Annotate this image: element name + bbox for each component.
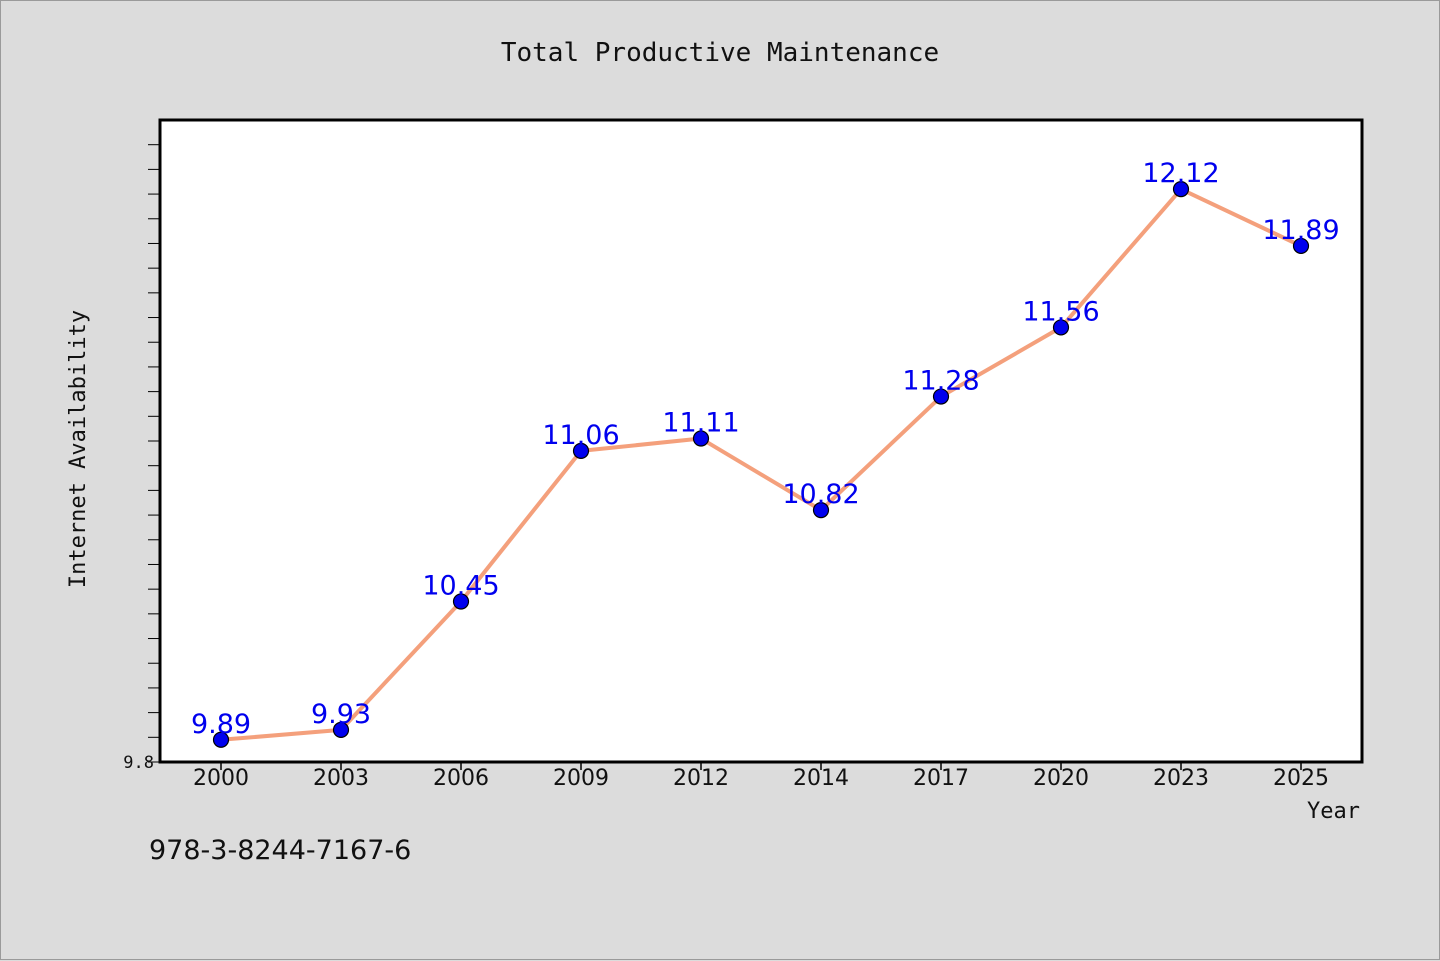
data-point-label: 10.45 — [422, 571, 499, 602]
data-point-marker — [812, 502, 830, 519]
data-point-marker — [1292, 237, 1310, 255]
x-axis-label: Year — [1307, 799, 1360, 824]
data-point-label: 11.11 — [662, 408, 739, 439]
x-tick-label: 2003 — [313, 766, 369, 791]
x-tick-label: 2012 — [673, 766, 729, 791]
data-point-marker — [932, 388, 950, 405]
data-point-label: 9.89 — [191, 709, 251, 740]
x-tick-label: 2020 — [1033, 766, 1089, 791]
data-point-label: 11.56 — [1022, 296, 1099, 327]
x-tick-label: 2017 — [913, 766, 969, 791]
series-layer: 9.89 9.93 10.45 11.06 11.11 10.82 11.28 11.56 12… — [191, 158, 1340, 748]
data-point-label: 11.89 — [1262, 215, 1339, 246]
x-axis-ticks: 2000 2003 2006 2009 2012 2014 2017 2020 2023 2025 — [193, 762, 1329, 791]
x-tick-label: 2025 — [1273, 766, 1329, 791]
data-point-marker — [332, 721, 350, 739]
x-tick-label: 2014 — [793, 766, 849, 791]
data-point-marker — [1172, 181, 1190, 198]
chart-title: Total Productive Maintenance — [501, 38, 939, 68]
data-point-marker — [1052, 319, 1070, 336]
y-axis-ticks: 9.8 — [123, 144, 160, 773]
data-point-marker — [452, 593, 470, 610]
data-point-label: 12.12 — [1142, 158, 1219, 189]
y-axis-label: Internet Availability — [66, 310, 91, 588]
plot-area — [158, 118, 1364, 764]
x-tick-label: 2006 — [433, 766, 489, 791]
data-point-marker — [212, 731, 230, 748]
y-tick-label: 9.8 — [123, 753, 154, 773]
x-tick-label: 2009 — [553, 766, 609, 791]
data-point-label: 9.93 — [311, 699, 371, 730]
x-tick-label: 2023 — [1153, 766, 1209, 791]
x-tick-label: 2000 — [193, 766, 249, 791]
data-point-label: 11.06 — [542, 420, 619, 451]
data-point-marker — [692, 430, 710, 447]
data-point-label: 11.28 — [902, 366, 979, 397]
data-point-label: 10.82 — [782, 479, 859, 510]
series-line — [219, 187, 1303, 742]
data-point-marker — [572, 442, 590, 459]
isbn-text: 978-3-8244-7167-6 — [149, 835, 412, 866]
